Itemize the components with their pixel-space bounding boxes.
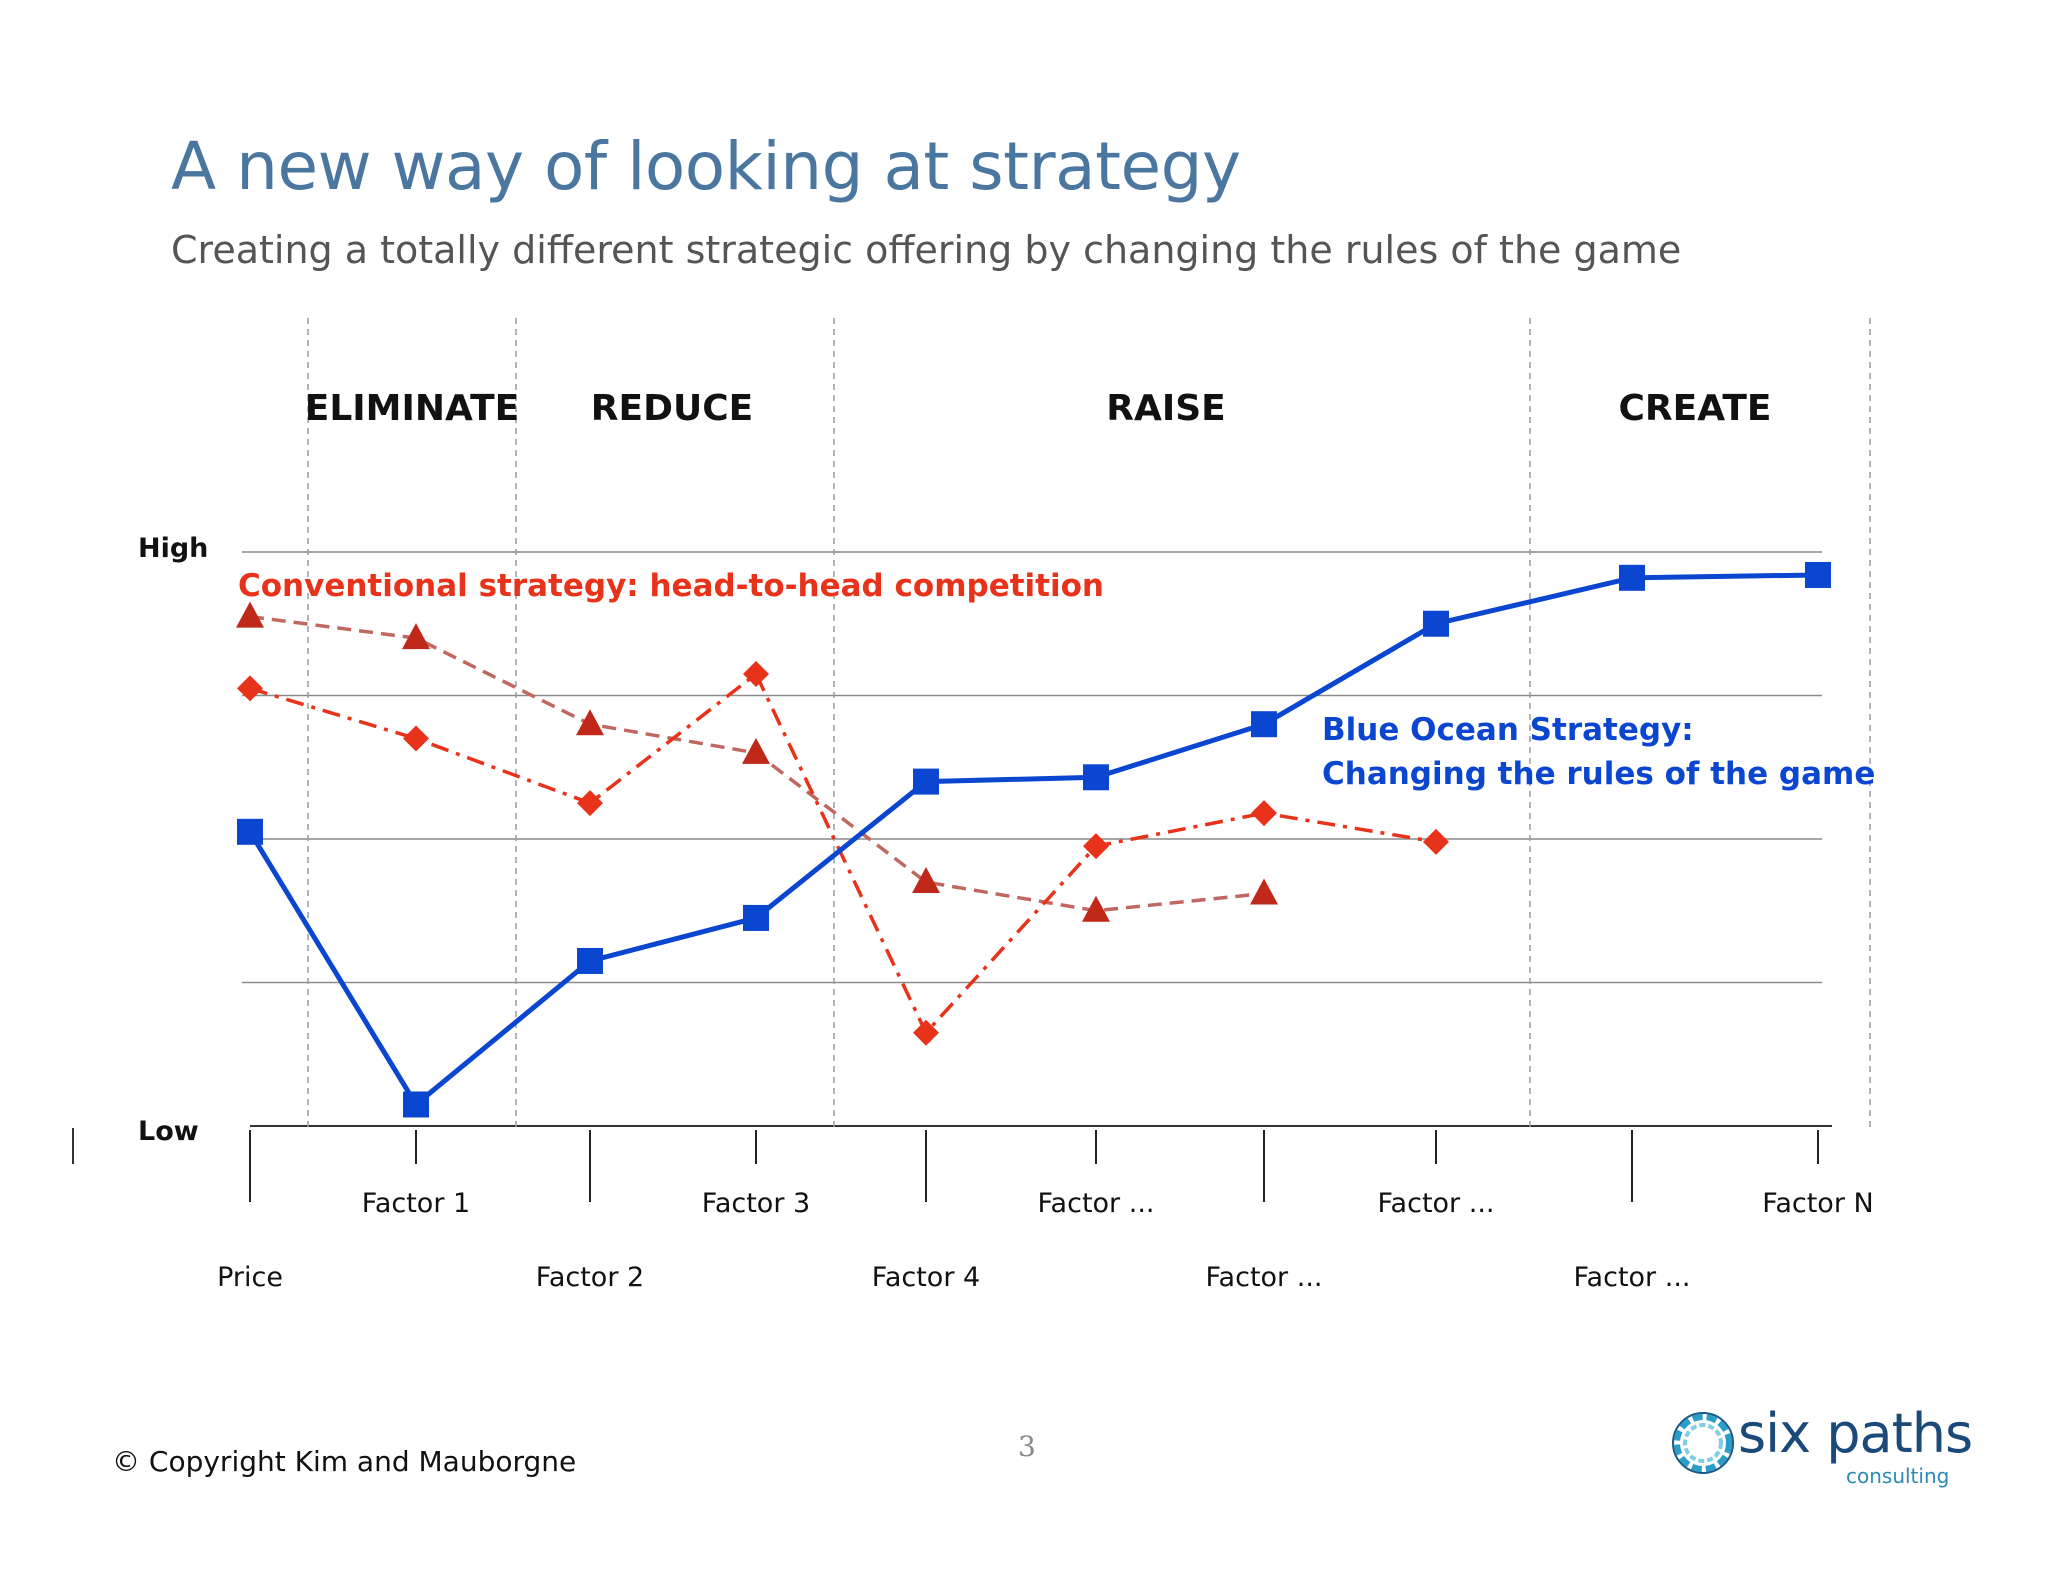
data-point-square [1423,610,1449,637]
x-tick-label: Factor ... [1574,1262,1691,1293]
x-tick-label: Factor ... [1206,1262,1323,1293]
x-tick-label: Factor 3 [702,1188,810,1219]
data-point-square [1251,711,1277,738]
data-point-diamond [577,790,603,817]
x-tick-label: Factor 1 [362,1188,470,1219]
logo-name: six paths [1738,1402,1973,1465]
y-label-low: Low [138,1116,199,1147]
x-tick-label: Factor 4 [872,1262,980,1293]
data-point-diamond [237,675,263,702]
data-point-square [913,768,939,795]
data-point-square [1083,764,1109,791]
x-tick-label: Factor N [1762,1188,1873,1219]
data-point-triangle [1082,895,1110,922]
data-point-diamond [913,1019,939,1046]
data-point-square [1805,561,1831,588]
x-tick-label: Price [217,1262,283,1293]
page-number: 3 [1018,1430,1036,1463]
data-point-square [1619,564,1645,591]
series-line [247,572,1819,1109]
data-point-triangle [236,601,264,628]
data-point-diamond [403,725,429,752]
data-point-square [577,947,603,974]
copyright-notice: © Copyright Kim and Mauborgne [112,1445,577,1478]
x-tick-label: Factor ... [1378,1188,1495,1219]
section-header: CREATE [1619,388,1772,429]
data-point-triangle [742,737,770,764]
blue-ocean-strategy-label: Changing the rules of the game [1322,756,1875,792]
data-point-diamond [1423,828,1449,855]
data-point-square [743,904,769,931]
data-point-diamond [1083,833,1109,860]
company-logo: six paths consulting [1668,1400,1973,1500]
series-line [249,671,1437,1036]
conventional-strategy-label: Conventional strategy: head-to-head comp… [238,568,1104,604]
slide-subtitle: Creating a totally different strategic o… [171,228,1682,272]
data-point-triangle [402,623,430,650]
swirl-ring-icon [1672,1412,1734,1474]
data-point-diamond [1251,800,1277,827]
data-point-triangle [576,709,604,736]
section-header: ELIMINATE [305,388,520,429]
logo-subtitle: consulting [1846,1464,1950,1488]
y-label-high: High [138,533,208,564]
x-tick-label: Factor ... [1038,1188,1155,1219]
data-point-triangle [912,867,940,894]
data-point-diamond [743,660,769,687]
data-point-triangle [1250,878,1278,905]
data-point-square [403,1091,429,1118]
blue-ocean-strategy-label: Blue Ocean Strategy: [1322,712,1694,748]
slide-title: A new way of looking at strategy [171,128,1241,205]
data-point-square [237,818,263,845]
x-tick-label: Factor 2 [536,1262,644,1293]
section-header: RAISE [1106,388,1226,429]
section-header: REDUCE [591,388,753,429]
